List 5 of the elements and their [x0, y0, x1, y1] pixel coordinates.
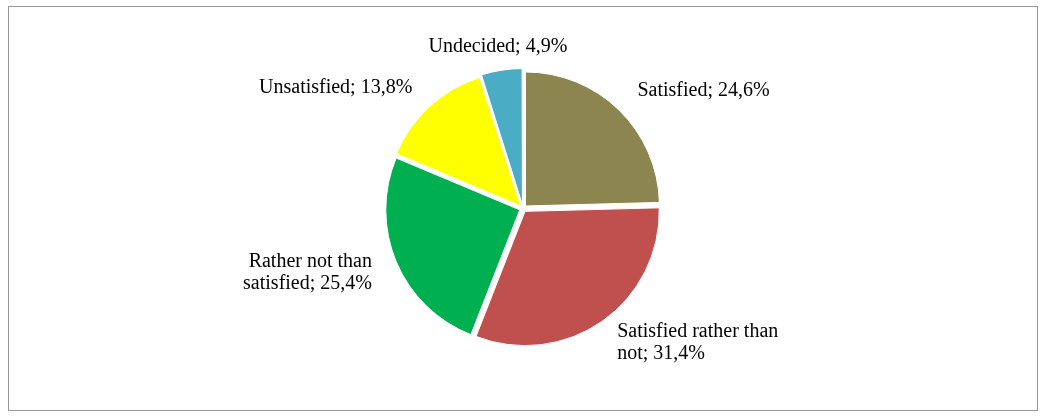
slice-label: Rather not than satisfied; 25,4%	[243, 248, 372, 293]
slice-label: Satisfied rather than not; 31,4%	[617, 318, 779, 363]
slice-label: Unsatisfied; 13,8%	[259, 74, 413, 97]
slice-label: Undecided; 4,9%	[428, 33, 568, 56]
slice-label: Satisfied; 24,6%	[637, 78, 770, 101]
